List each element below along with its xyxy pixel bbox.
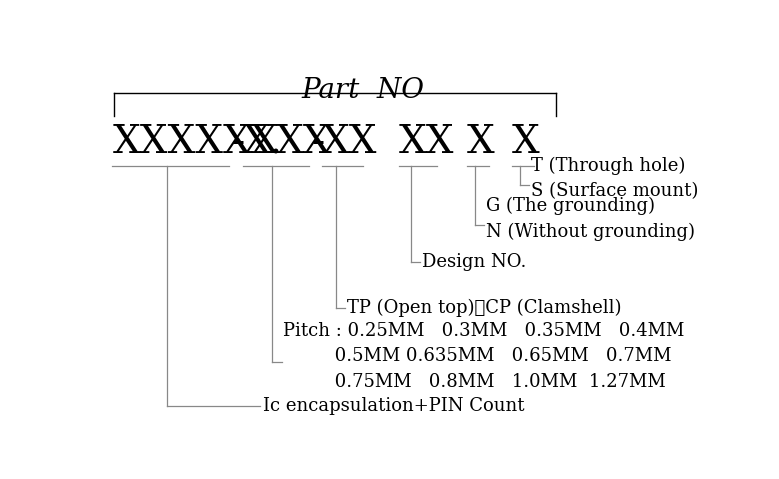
Text: X: X (467, 124, 495, 161)
Text: XX: XX (322, 124, 378, 161)
Text: TP (Open top)、CP (Clamshell): TP (Open top)、CP (Clamshell) (347, 299, 621, 318)
Text: G (The grounding)
N (Without grounding): G (The grounding) N (Without grounding) (485, 196, 695, 241)
Text: Part  NO: Part NO (301, 77, 425, 104)
Text: -: - (311, 124, 324, 161)
Text: -: - (231, 124, 245, 161)
Text: T (Through hole)
S (Surface mount): T (Through hole) S (Surface mount) (530, 157, 698, 200)
Text: Ic encapsulation+PIN Count: Ic encapsulation+PIN Count (263, 397, 525, 415)
Text: Pitch : 0.25MM   0.3MM   0.35MM   0.4MM
         0.5MM 0.635MM   0.65MM   0.7MM
: Pitch : 0.25MM 0.3MM 0.35MM 0.4MM 0.5MM … (284, 321, 685, 391)
Text: XXXXXX: XXXXXX (112, 124, 279, 161)
Text: Design NO.: Design NO. (422, 253, 527, 271)
Text: X: X (512, 124, 539, 161)
Text: XX: XX (399, 124, 455, 161)
Text: X.: X. (242, 124, 282, 161)
Text: XX: XX (276, 124, 332, 161)
